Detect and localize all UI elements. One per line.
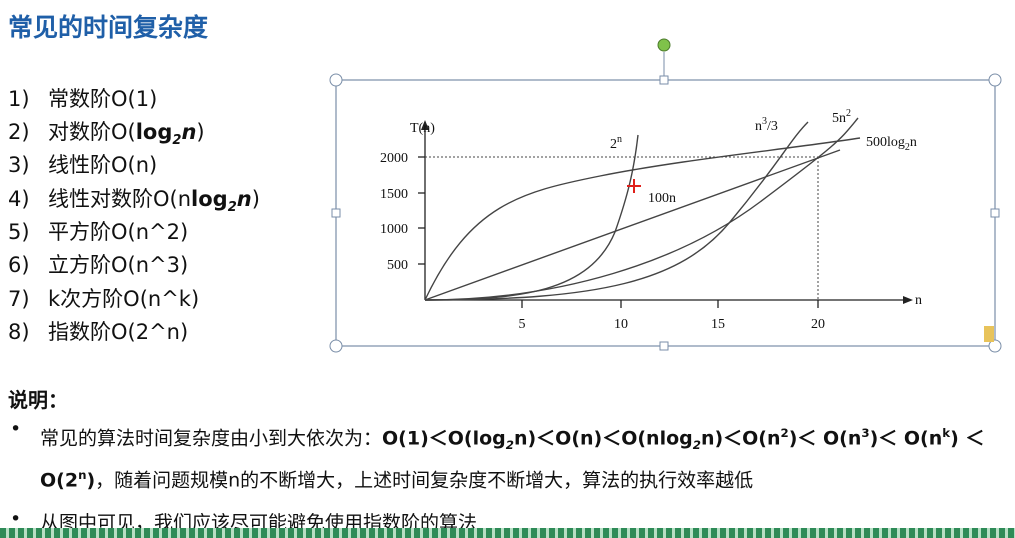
curve-label-part: 5n	[832, 111, 846, 126]
item-text: 2	[172, 133, 182, 149]
curve-label-part: 2	[610, 137, 617, 152]
item-number: 8)	[8, 320, 30, 344]
item-number: 2)	[8, 120, 30, 144]
item-text: log	[135, 120, 173, 144]
curve-label: 2n	[610, 134, 622, 152]
y-tick-label: 2000	[380, 151, 408, 166]
item-text: n	[181, 120, 197, 144]
text-part: )＜ O(n	[869, 427, 943, 450]
curve-label-part: n	[910, 135, 917, 150]
item-text: n	[236, 187, 252, 211]
item-text: k次方阶O(n^k)	[48, 287, 200, 311]
y-tick-label: 500	[387, 258, 408, 273]
item-number: 1)	[8, 87, 30, 111]
list-item: 2) 对数阶O(log2n)	[8, 116, 205, 148]
x-tick-label: 10	[614, 317, 628, 332]
y-tick-label: 1500	[380, 187, 408, 202]
item-text: 对数阶O(	[48, 120, 136, 144]
text-part: n)＜O(n)＜O(nlog	[513, 427, 693, 450]
curve-label-part: 500log	[866, 135, 905, 150]
text-part: n	[78, 468, 87, 483]
curve-label: 5n2	[832, 108, 851, 126]
curve-label-part: /3	[767, 119, 778, 134]
item-text: 线性对数阶O(n	[48, 187, 192, 211]
text-part: ) ＜O(2	[40, 427, 985, 492]
y-tick-label: 1000	[380, 222, 408, 237]
list-item: 7) k次方阶O(n^k)	[8, 283, 199, 313]
curve-label: 500log2n	[866, 135, 917, 153]
item-text: 平方阶O(n^2)	[48, 220, 189, 244]
x-tick-label: 15	[711, 317, 725, 332]
curve-label-part: 2	[905, 142, 910, 153]
curve-label-part: 2	[846, 108, 851, 119]
list-item: 1) 常数阶O(1)	[8, 83, 157, 113]
list-item: 4) 线性对数阶O(nlog2n)	[8, 183, 260, 215]
list-item: 3) 线性阶O(n)	[8, 149, 157, 179]
text-part: 2	[780, 426, 789, 440]
text-part: 常见的算法时间复杂度由小到大依次为：	[40, 427, 383, 450]
text-part: 3	[861, 426, 870, 440]
bullet-dot: •	[10, 418, 22, 440]
item-number: 6)	[8, 253, 30, 277]
item-text: 常数阶O(1)	[48, 87, 158, 111]
item-text: log	[191, 187, 228, 211]
text-part: ，随着问题规模n的不断增大，上述时间复杂度不断增大，算法的执行效率越低	[95, 469, 754, 492]
curve-label-part: n	[617, 134, 622, 145]
item-text: 立方阶O(n^3)	[48, 253, 189, 277]
curve-label-part: 3	[762, 116, 767, 127]
text-part: 2	[692, 438, 701, 453]
list-item: 8) 指数阶O(2^n)	[8, 316, 188, 346]
bullet: • 常见的算法时间复杂度由小到大依次为：O(1)＜O(log2n)＜O(n)＜O…	[10, 418, 1000, 495]
curve-label-part: n	[755, 119, 762, 134]
list-item: 6) 立方阶O(n^3)	[8, 249, 188, 279]
curve-label: 100n	[648, 191, 676, 206]
item-text: 2	[227, 200, 237, 216]
slide-title: 常见的时间复杂度	[8, 13, 209, 42]
item-number: 3)	[8, 153, 30, 177]
footer-stripe	[0, 528, 1015, 538]
text-part: )＜ O(n	[788, 427, 862, 450]
text-part: O(1)＜O(log	[382, 427, 506, 450]
item-text: )	[196, 120, 205, 144]
text-part: )	[86, 469, 96, 492]
item-text: 线性阶O(n)	[48, 153, 158, 177]
item-number: 4)	[8, 187, 30, 211]
text-part: n)＜O(n	[700, 427, 781, 450]
axis-label: T(n)	[410, 121, 435, 136]
axis-label: n	[915, 293, 922, 308]
item-number: 5)	[8, 220, 30, 244]
curve-label: n3/3	[755, 116, 778, 134]
x-tick-label: 5	[519, 317, 526, 332]
bullet-text: 常见的算法时间复杂度由小到大依次为：O(1)＜O(log2n)＜O(n)＜O(n…	[40, 418, 1000, 495]
list-item: 5) 平方阶O(n^2)	[8, 216, 188, 246]
item-text: 指数阶O(2^n)	[48, 320, 189, 344]
text-part: 2	[505, 438, 514, 453]
bullet-dot: •	[10, 508, 22, 530]
x-tick-label: 20	[811, 317, 825, 332]
note-heading: 说明：	[8, 388, 68, 412]
item-text: )	[251, 187, 260, 211]
item-number: 7)	[8, 287, 30, 311]
text-part: k	[942, 426, 951, 440]
